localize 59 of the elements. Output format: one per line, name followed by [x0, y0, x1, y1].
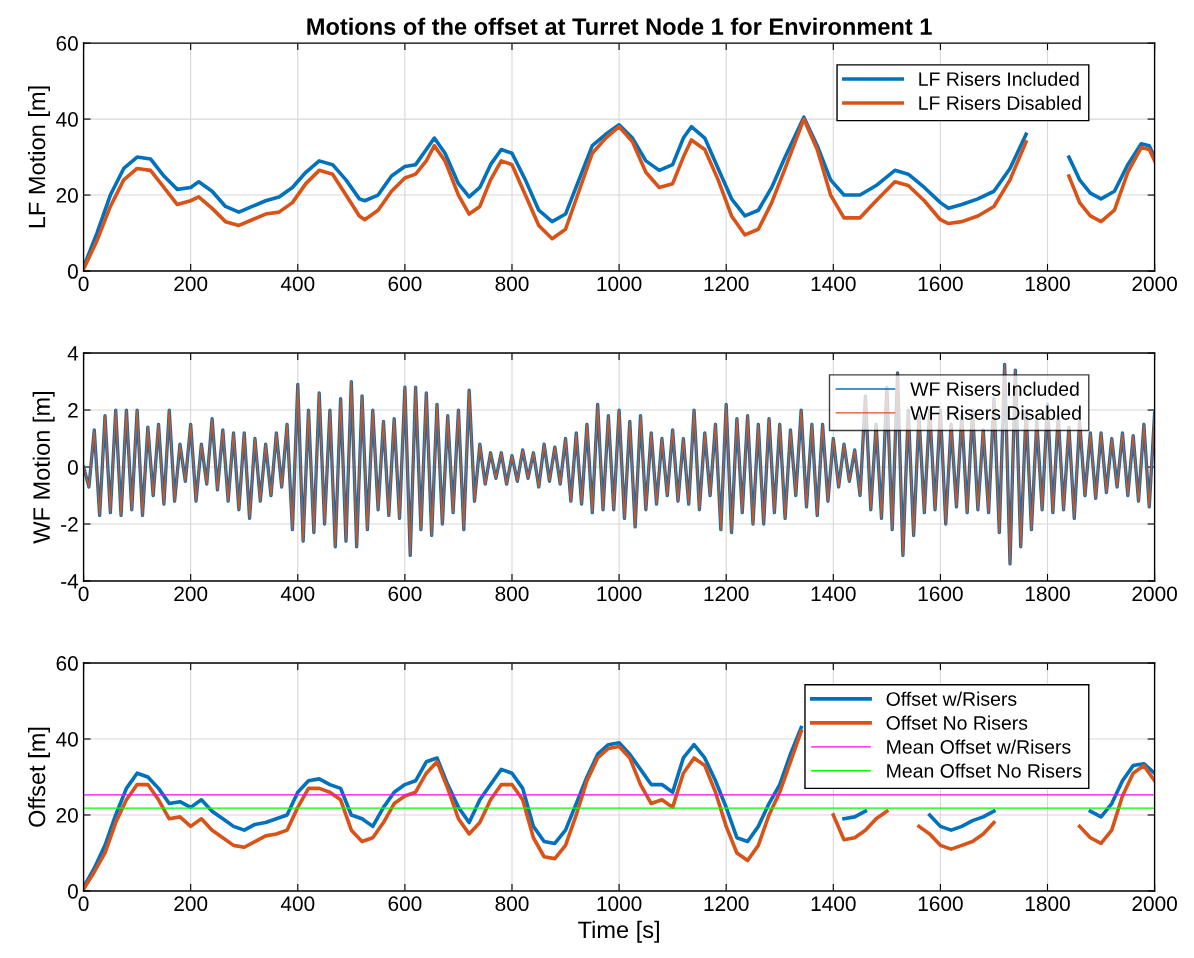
x-tick-label: 1600 [918, 896, 963, 912]
x-tick-label: 1000 [597, 896, 642, 912]
x-tick-label: 0 [78, 276, 89, 292]
legend-label: WF Risers Disabled [910, 405, 1081, 420]
y-tick-label: 40 [56, 112, 78, 127]
legend-label: Mean Offset w/Risers [887, 739, 1071, 754]
x-tick-label: 1400 [811, 896, 856, 912]
x-tick-label: 0 [78, 586, 89, 602]
x-tick-label: 1800 [1025, 896, 1070, 912]
y-axis-title: WF Motion [m] [32, 391, 55, 544]
x-tick-label: 1600 [918, 276, 963, 292]
x-tick-label: 1600 [918, 586, 963, 602]
legend-label: LF Risers Disabled [919, 95, 1081, 110]
y-tick-label: 20 [56, 807, 78, 823]
x-tick-label: 2000 [1132, 896, 1177, 912]
x-tick-label: 1200 [704, 276, 749, 292]
y-tick-label: 0 [67, 460, 78, 475]
legend-label: Offset w/Risers [886, 691, 1017, 706]
y-tick-label: 40 [56, 732, 78, 747]
x-tick-label: 200 [174, 896, 208, 912]
x-tick-label: 1200 [704, 586, 749, 602]
x-tick-label: 1200 [704, 896, 749, 912]
y-tick-label: 60 [56, 36, 78, 51]
y-tick-label: -4 [61, 574, 79, 589]
x-tick-label: 400 [280, 586, 315, 602]
x-tick-label: 600 [388, 896, 422, 912]
x-tick-label: 800 [495, 896, 529, 912]
x-tick-label: 0 [78, 896, 89, 912]
y-tick-label: 0 [67, 883, 78, 899]
x-tick-label: 1800 [1025, 276, 1070, 292]
x-tick-label: 2000 [1132, 276, 1177, 292]
legend-label: WF Risers Included [910, 381, 1079, 396]
x-tick-label: 200 [174, 586, 208, 602]
y-tick-label: 0 [67, 264, 78, 279]
x-tick-label: 1400 [811, 586, 856, 602]
y-axis-title: Offset [m] [27, 727, 50, 827]
legend-label: LF Risers Included [919, 71, 1079, 86]
y-tick-label: 4 [67, 346, 79, 361]
chart-title: Motions of the offset at Turret Node 1 for Environment 1 [307, 17, 932, 36]
y-tick-label: 60 [56, 656, 78, 671]
x-tick-label: 1000 [597, 586, 642, 602]
y-tick-label: 2 [68, 403, 78, 418]
x-tick-label: 400 [280, 276, 315, 292]
x-tick-label: 800 [495, 276, 529, 292]
x-tick-label: 1000 [597, 276, 642, 292]
x-tick-label: 800 [495, 586, 529, 602]
x-tick-label: 1800 [1025, 586, 1070, 602]
y-tick-label: 20 [56, 188, 78, 203]
y-axis-title: LF Motion [m] [27, 86, 50, 228]
x-tick-label: 600 [388, 276, 422, 292]
x-tick-label: 1400 [811, 276, 856, 292]
legend-label: Mean Offset No Risers [887, 763, 1082, 778]
x-tick-label: 2000 [1132, 586, 1177, 602]
x-axis-title: Time [s] [578, 920, 659, 943]
legend-label: Offset No Risers [886, 715, 1028, 730]
y-tick-label: -2 [61, 517, 78, 532]
x-tick-label: 600 [388, 586, 422, 602]
x-tick-label: 400 [280, 896, 315, 912]
x-tick-label: 200 [174, 276, 208, 292]
